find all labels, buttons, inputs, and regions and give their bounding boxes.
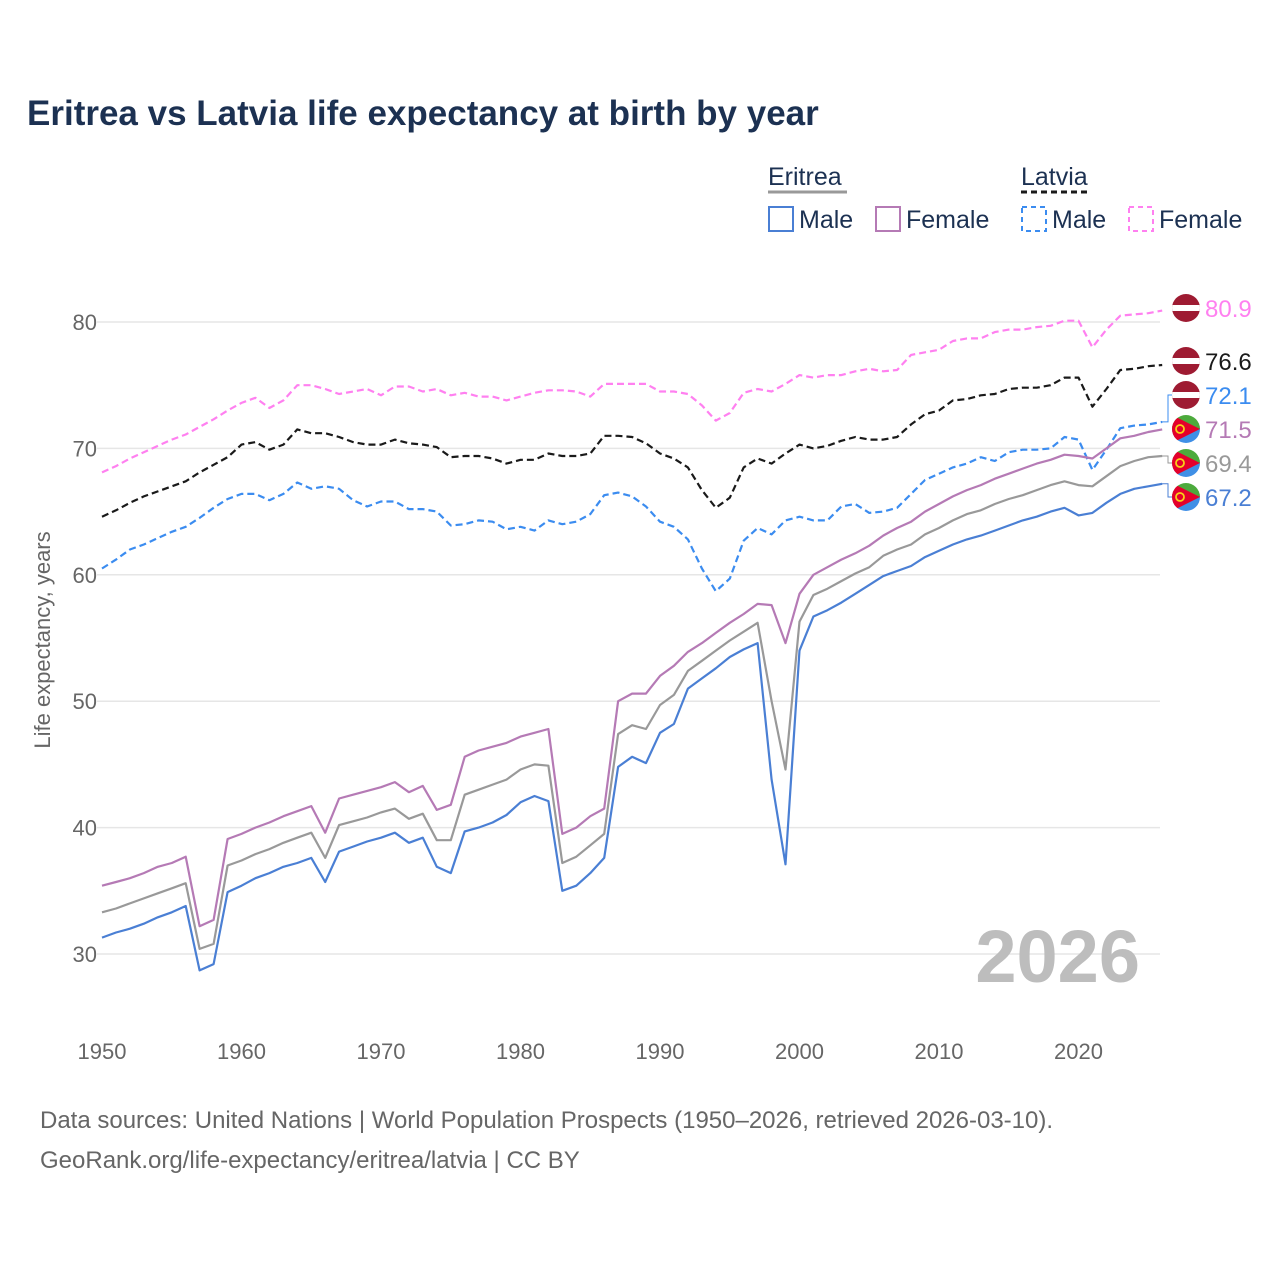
end-value-label: 71.5 bbox=[1205, 417, 1252, 444]
footer-link[interactable]: GeoRank.org/life-expectancy/eritrea/latv… bbox=[40, 1147, 580, 1174]
end-value-label: 80.9 bbox=[1205, 296, 1252, 323]
legend-eritrea-female-swatch bbox=[875, 206, 901, 232]
series-line-eritrea bbox=[101, 454, 1163, 951]
latvia-flag-icon bbox=[1172, 294, 1200, 322]
legend-eritrea-male-swatch bbox=[768, 206, 794, 232]
label-connector bbox=[1162, 483, 1174, 498]
year-watermark: 2026 bbox=[975, 915, 1140, 998]
series-line-latvia-male bbox=[101, 420, 1163, 593]
y-tick-label: 60 bbox=[73, 563, 97, 588]
legend-eritrea-male[interactable]: Male bbox=[799, 206, 853, 234]
eritrea-flag-icon bbox=[1172, 483, 1200, 511]
end-value-label: 67.2 bbox=[1205, 485, 1252, 512]
series-line-latvia bbox=[101, 363, 1163, 518]
legend-latvia-male[interactable]: Male bbox=[1052, 206, 1106, 234]
end-value-label: 69.4 bbox=[1205, 451, 1252, 478]
x-tick-label: 2020 bbox=[1054, 1039, 1103, 1064]
series-line-eritrea-female bbox=[101, 428, 1163, 928]
legend-latvia-female[interactable]: Female bbox=[1159, 206, 1242, 234]
series-line-eritrea-male bbox=[101, 482, 1163, 972]
x-tick-label: 1980 bbox=[496, 1039, 545, 1064]
latvia-flag-icon bbox=[1172, 381, 1200, 409]
x-tick-label: 1960 bbox=[217, 1039, 266, 1064]
label-connector bbox=[1162, 394, 1174, 423]
y-tick-label: 50 bbox=[73, 689, 97, 714]
latvia-flag-icon bbox=[1172, 347, 1200, 375]
footer-sources: Data sources: United Nations | World Pop… bbox=[40, 1107, 1054, 1134]
y-tick-label: 70 bbox=[73, 436, 97, 461]
x-tick-label: 1990 bbox=[636, 1039, 685, 1064]
x-tick-label: 1950 bbox=[78, 1039, 127, 1064]
series-line-latvia-female bbox=[101, 309, 1163, 474]
x-tick-label: 1970 bbox=[357, 1039, 406, 1064]
legend: Eritrea Male Female Latvia Male Female bbox=[768, 163, 1242, 234]
eritrea-flag-icon bbox=[1172, 449, 1200, 477]
end-value-label: 72.1 bbox=[1205, 383, 1252, 410]
y-tick-label: 30 bbox=[73, 942, 97, 967]
label-connector bbox=[1162, 455, 1174, 464]
chart-title: Eritrea vs Latvia life expectancy at bir… bbox=[27, 94, 819, 133]
eritrea-flag-icon bbox=[1172, 415, 1200, 443]
y-tick-label: 80 bbox=[73, 310, 97, 335]
y-axis-label: Life expectancy, years bbox=[30, 531, 55, 748]
x-tick-label: 2000 bbox=[775, 1039, 824, 1064]
end-value-label: 76.6 bbox=[1205, 349, 1252, 376]
legend-group-latvia: Latvia bbox=[1021, 163, 1088, 191]
x-tick-label: 2010 bbox=[915, 1039, 964, 1064]
legend-eritrea-female[interactable]: Female bbox=[906, 206, 989, 234]
legend-group-eritrea: Eritrea bbox=[768, 163, 842, 191]
y-tick-label: 40 bbox=[73, 816, 97, 841]
legend-latvia-male-swatch bbox=[1021, 206, 1047, 232]
legend-latvia-female-swatch bbox=[1128, 206, 1154, 232]
